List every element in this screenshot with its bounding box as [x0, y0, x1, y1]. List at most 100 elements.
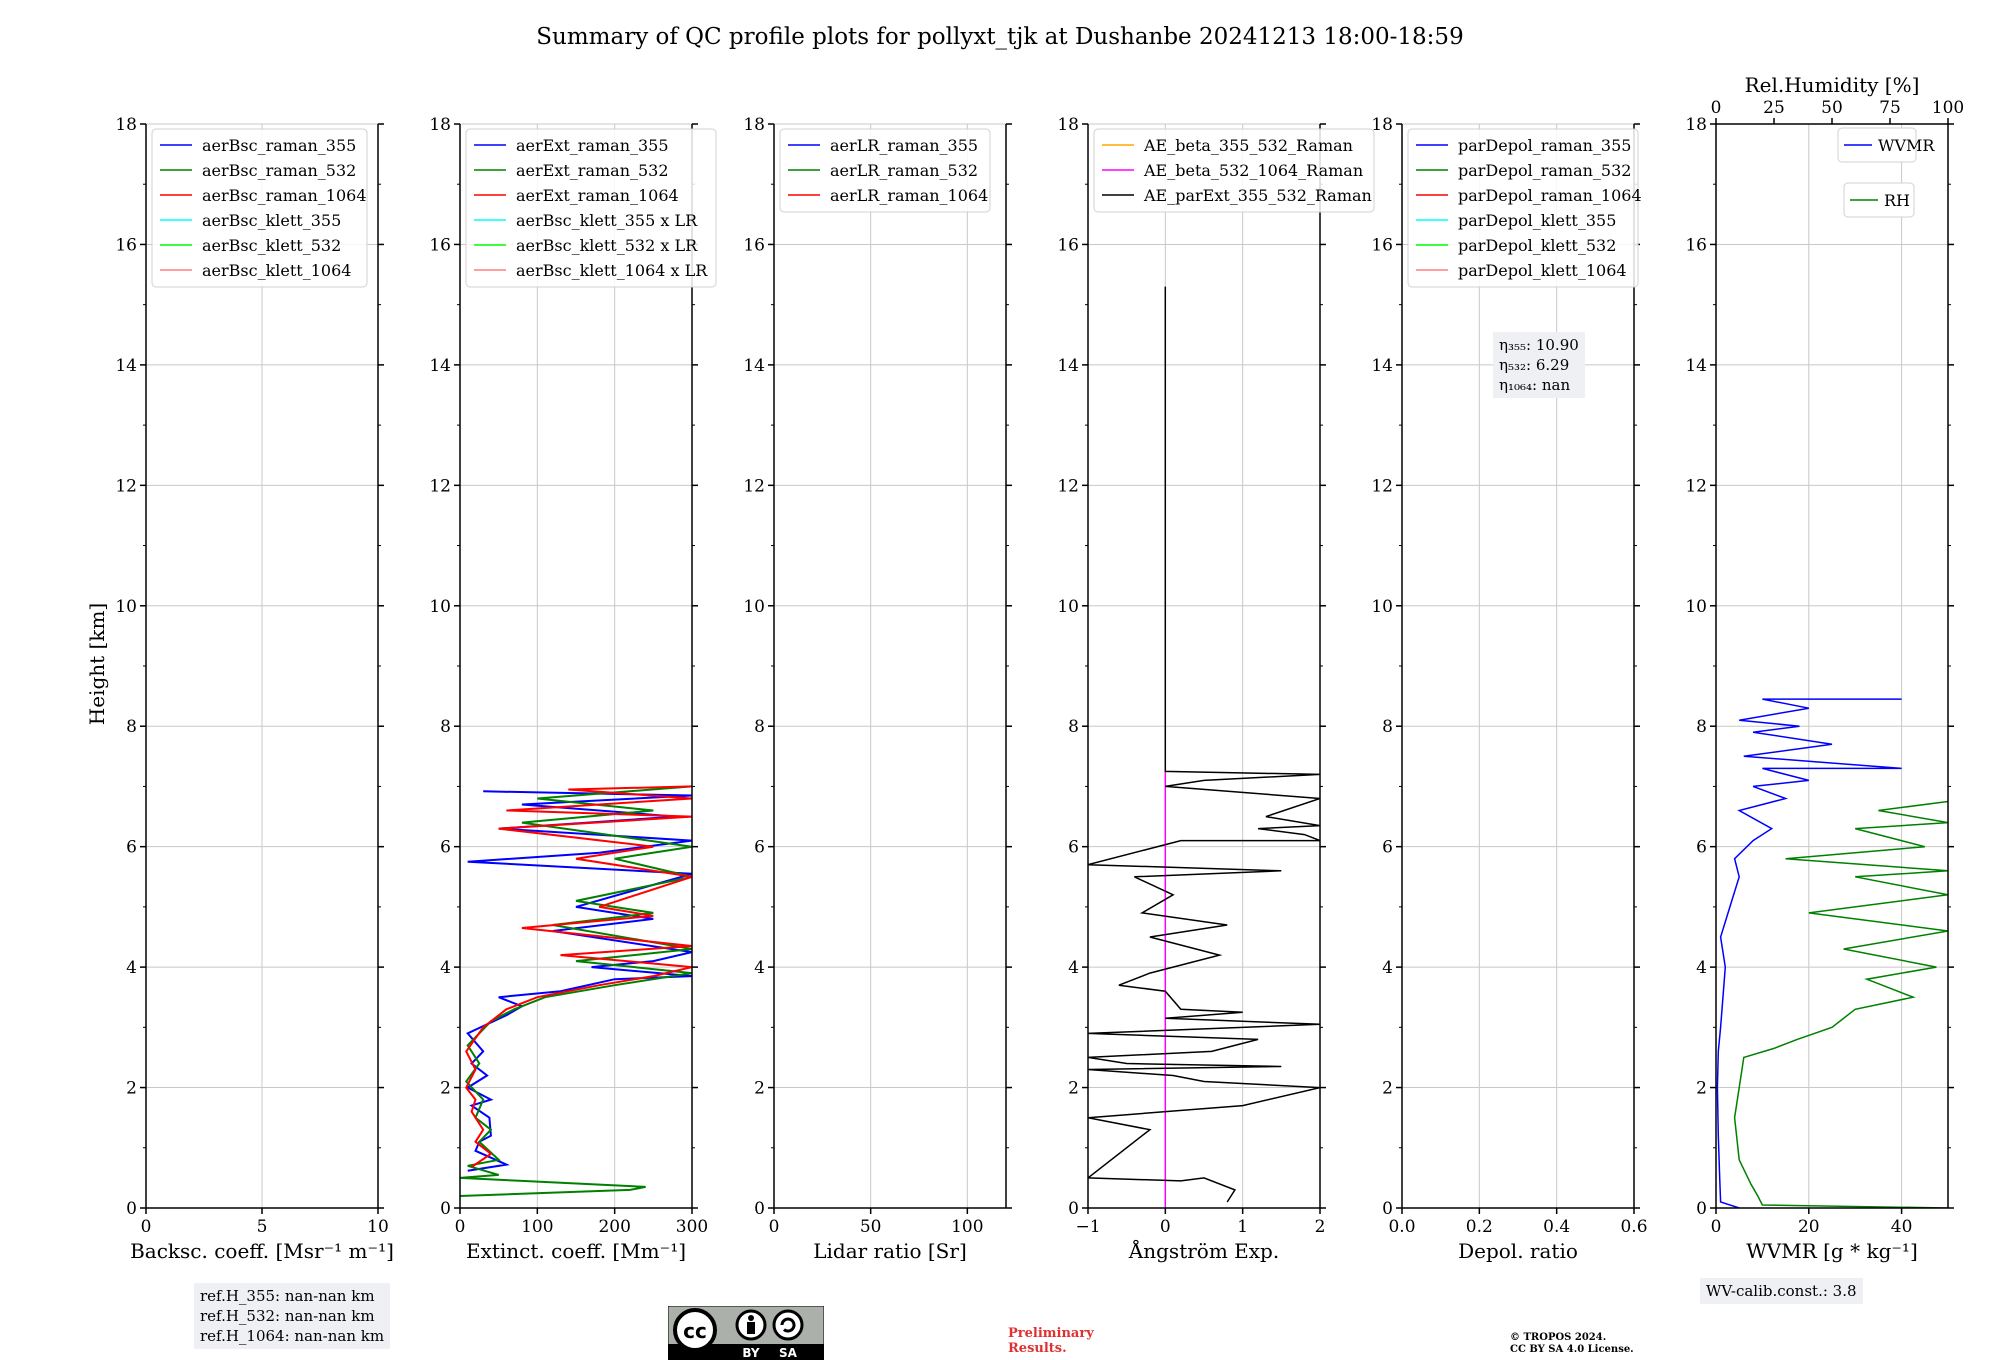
cc-license-badge: cc BY SA — [668, 1306, 824, 1360]
x-tick-label: 100 — [521, 1217, 553, 1237]
y-tick-label: 4 — [754, 958, 765, 978]
y-tick-label: 8 — [126, 717, 137, 737]
legend-label: aerExt_raman_355 — [516, 136, 669, 155]
x-tick-label: 20 — [1798, 1217, 1820, 1237]
legend-box — [1843, 182, 1915, 218]
y-tick-label: 16 — [429, 235, 451, 255]
legend-label: parDepol_klett_532 — [1458, 236, 1616, 255]
y-tick-label: 10 — [1371, 597, 1393, 617]
by-label: BY — [742, 1346, 759, 1360]
series-line-wvmr — [1716, 698, 1902, 1208]
legend-label: AE_beta_532_1064_Raman — [1143, 161, 1363, 180]
x-tick-label: 5 — [257, 1217, 268, 1237]
legend-label: aerBsc_raman_532 — [202, 161, 356, 180]
y-tick-label: 14 — [743, 356, 765, 376]
y-tick-label: 12 — [743, 476, 765, 496]
y-tick-label: 18 — [429, 115, 451, 135]
wv-calib-text: WV-calib.const.: 3.8 — [1706, 1282, 1857, 1300]
legend-label: aerBsc_raman_1064 — [202, 186, 367, 205]
eta-1064: η₁₀₆₄: nan — [1499, 376, 1571, 394]
legend-label: WVMR — [1878, 136, 1935, 155]
y-tick-label: 10 — [1057, 597, 1079, 617]
legend-label: aerBsc_klett_355 — [202, 211, 341, 230]
x-axis-label: Lidar ratio [Sr] — [813, 1239, 967, 1263]
y-tick-label: 18 — [115, 115, 137, 135]
y-tick-label: 12 — [429, 476, 451, 496]
x-tick-label: 0 — [141, 1217, 152, 1237]
y-tick-label: 0 — [1382, 1199, 1393, 1219]
y-tick-label: 0 — [440, 1199, 451, 1219]
y-tick-label: 18 — [1057, 115, 1079, 135]
x-tick-label: 0.6 — [1620, 1217, 1647, 1237]
y-tick-label: 8 — [1382, 717, 1393, 737]
legend-label: aerLR_raman_1064 — [830, 186, 988, 205]
x-axis-label: Depol. ratio — [1458, 1239, 1578, 1263]
top-x-tick-label: 0 — [1711, 98, 1722, 118]
legend-label: parDepol_klett_355 — [1458, 211, 1616, 230]
wv-calib-annotation: WV-calib.const.: 3.8 — [1700, 1278, 1863, 1304]
legend-box — [151, 128, 368, 288]
y-tick-label: 10 — [1685, 597, 1707, 617]
y-tick-label: 18 — [1685, 115, 1707, 135]
y-tick-label: 12 — [1685, 476, 1707, 496]
legend-label: aerLR_raman_532 — [830, 161, 978, 180]
y-tick-label: 16 — [115, 235, 137, 255]
y-tick-label: 14 — [1371, 356, 1393, 376]
y-tick-label: 0 — [1068, 1199, 1079, 1219]
copyright-line-1: © TROPOS 2024. — [1510, 1332, 1607, 1343]
x-axis-label: WVMR [g * kg⁻¹] — [1746, 1239, 1918, 1263]
x-tick-label: 0 — [1160, 1217, 1171, 1237]
x-tick-label: 100 — [951, 1217, 983, 1237]
series-line-ae-parext-355-532-raman — [1088, 286, 1320, 1203]
y-tick-label: 0 — [126, 1199, 137, 1219]
legend-label: aerExt_raman_1064 — [516, 186, 679, 205]
series-line-rh — [1733, 800, 1948, 1208]
x-tick-label: 0 — [1711, 1217, 1722, 1237]
x-tick-label: −1 — [1075, 1217, 1100, 1237]
ref-height-annotation: ref.H_355: nan-nan km ref.H_532: nan-nan… — [194, 1283, 391, 1349]
x-tick-label: 2 — [1315, 1217, 1326, 1237]
y-tick-label: 12 — [1371, 476, 1393, 496]
y-tick-label: 6 — [126, 838, 137, 858]
y-tick-label: 18 — [743, 115, 765, 135]
x-tick-label: 0.2 — [1466, 1217, 1493, 1237]
legend-label: aerBsc_klett_1064 — [202, 261, 351, 280]
top-x-tick-label: 75 — [1879, 98, 1901, 118]
y-tick-label: 2 — [440, 1079, 451, 1099]
y-tick-label: 0 — [1696, 1199, 1707, 1219]
x-tick-label: 1 — [1237, 1217, 1248, 1237]
sa-label: SA — [779, 1346, 798, 1360]
y-tick-label: 6 — [1382, 838, 1393, 858]
legend-label: parDepol_raman_355 — [1458, 136, 1631, 155]
legend-label: aerBsc_klett_532 x LR — [516, 236, 698, 255]
y-tick-label: 2 — [1696, 1079, 1707, 1099]
x-axis-label: Extinct. coeff. [Mm⁻¹] — [466, 1239, 686, 1263]
legend: AE_beta_355_532_Raman AE_beta_532_1064_Ra… — [1093, 128, 1375, 213]
x-tick-label: 0.0 — [1388, 1217, 1415, 1237]
legend: WVMR RH — [1837, 127, 1935, 218]
sa-icon — [772, 1309, 804, 1341]
y-tick-label: 16 — [1685, 235, 1707, 255]
legend-box — [1093, 128, 1375, 213]
y-tick-label: 6 — [1068, 838, 1079, 858]
x-tick-label: 0 — [769, 1217, 780, 1237]
legend-label: parDepol_raman_1064 — [1458, 186, 1642, 205]
top-x-tick-label: 50 — [1821, 98, 1843, 118]
eta-355: η₃₅₅: 10.90 — [1499, 336, 1579, 354]
eta-annotation: η₃₅₅: 10.90 η₅₃₂: 6.29 η₁₀₆₄: nan — [1493, 332, 1585, 398]
legend-label: parDepol_raman_532 — [1458, 161, 1631, 180]
y-tick-label: 16 — [743, 235, 765, 255]
copyright-line-2: CC BY SA 4.0 License. — [1510, 1344, 1634, 1355]
y-tick-label: 14 — [115, 356, 137, 376]
legend-box — [779, 128, 991, 213]
x-tick-label: 200 — [598, 1217, 630, 1237]
preliminary-line-1: Preliminary — [1008, 1326, 1094, 1341]
ref-h-355: ref.H_355: nan-nan km — [200, 1287, 375, 1305]
legend: aerExt_raman_355 aerExt_raman_532 aerExt_r… — [465, 128, 717, 288]
